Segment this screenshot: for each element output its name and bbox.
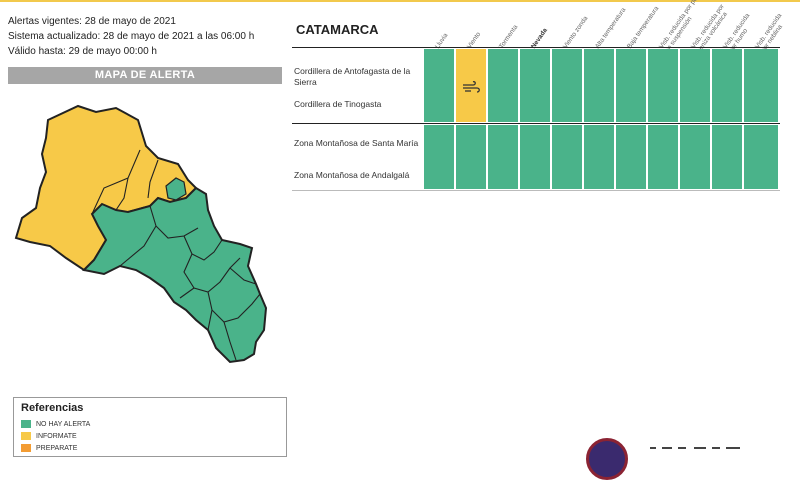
reference-informate: INFORMATE <box>21 432 77 442</box>
preparate-label: PREPARATE <box>36 445 78 452</box>
cell-g2-viento-zonda[interactable] <box>552 125 582 189</box>
cell-g1-lluvia[interactable] <box>424 49 454 122</box>
alertas-vigentes-text: Alertas vigentes: 28 de mayo de 2021 <box>8 16 176 27</box>
wind-icon <box>463 81 480 93</box>
cell-g1-visb-ceniza[interactable] <box>680 49 710 122</box>
informate-swatch <box>21 432 31 441</box>
no-alert-swatch <box>21 420 31 429</box>
logo-wordmark-partial <box>650 447 740 449</box>
cell-g1-tormenta[interactable] <box>488 49 518 122</box>
zone-label-santa-maria: Zona Montañosa de Santa María <box>294 138 419 148</box>
informate-label: INFORMATE <box>36 433 77 440</box>
region-title: CATAMARCA <box>296 22 379 37</box>
table-bottom-line <box>292 190 780 191</box>
cell-g1-viento-zonda[interactable] <box>552 49 582 122</box>
cell-g2-visb-neblina[interactable] <box>744 125 778 189</box>
cell-g1-nevada[interactable] <box>520 49 550 122</box>
map-title: MAPA DE ALERTA <box>8 67 282 84</box>
reference-no-alert: NO HAY ALERTA <box>21 420 90 430</box>
table-group-separator <box>292 123 780 124</box>
cell-g1-visb-humo[interactable] <box>712 49 742 122</box>
zone-label-tinogasta: Cordillera de Tinogasta <box>294 99 382 109</box>
cell-g1-alta-temperatura[interactable] <box>584 49 614 122</box>
cell-g2-viento[interactable] <box>456 125 486 189</box>
smn-logo <box>586 438 628 480</box>
map-zone-north-no-alert[interactable] <box>165 177 187 201</box>
cell-g2-tormenta[interactable] <box>488 125 518 189</box>
top-accent-line <box>0 0 800 2</box>
cell-g1-visb-neblina[interactable] <box>744 49 778 122</box>
zone-label-andalgala: Zona Montañosa de Andalgalá <box>294 170 410 180</box>
map-department-boundaries <box>91 149 261 361</box>
cell-g2-alta-temperatura[interactable] <box>584 125 614 189</box>
alert-info: Alertas vigentes: 28 de mayo de 2021 Sis… <box>8 14 254 59</box>
column-header-viento-zonda: Viento zonda <box>562 15 590 51</box>
cell-g1-baja-temperatura[interactable] <box>616 49 646 122</box>
valido-hasta-text: Válido hasta: 29 de mayo 00:00 h <box>8 46 157 57</box>
references-title: Referencias <box>21 402 84 414</box>
alert-map <box>14 104 268 364</box>
cell-g1-visb-polvo[interactable] <box>648 49 678 122</box>
cell-g2-visb-polvo[interactable] <box>648 125 678 189</box>
reference-preparate: PREPARATE <box>21 444 77 454</box>
cell-g2-baja-temperatura[interactable] <box>616 125 646 189</box>
cell-g2-visb-humo[interactable] <box>712 125 742 189</box>
preparate-swatch <box>21 444 31 453</box>
no-alert-label: NO HAY ALERTA <box>36 421 91 428</box>
zone-label-antofagasta: Cordillera de Antofagasta de la Sierra <box>294 66 411 87</box>
sistema-actualizado-text: Sistema actualizado: 28 de mayo de 2021 … <box>8 31 255 42</box>
table-top-line <box>292 47 780 48</box>
references-box: Referencias NO HAY ALERTA INFORMATE PREP… <box>13 397 287 457</box>
cell-g2-nevada[interactable] <box>520 125 550 189</box>
column-header-baja-temperatura: Baja temperatura <box>626 5 661 51</box>
cell-g2-lluvia[interactable] <box>424 125 454 189</box>
cell-g2-visb-ceniza[interactable] <box>680 125 710 189</box>
column-header-alta-temperatura: Alta temperatura <box>594 6 628 51</box>
